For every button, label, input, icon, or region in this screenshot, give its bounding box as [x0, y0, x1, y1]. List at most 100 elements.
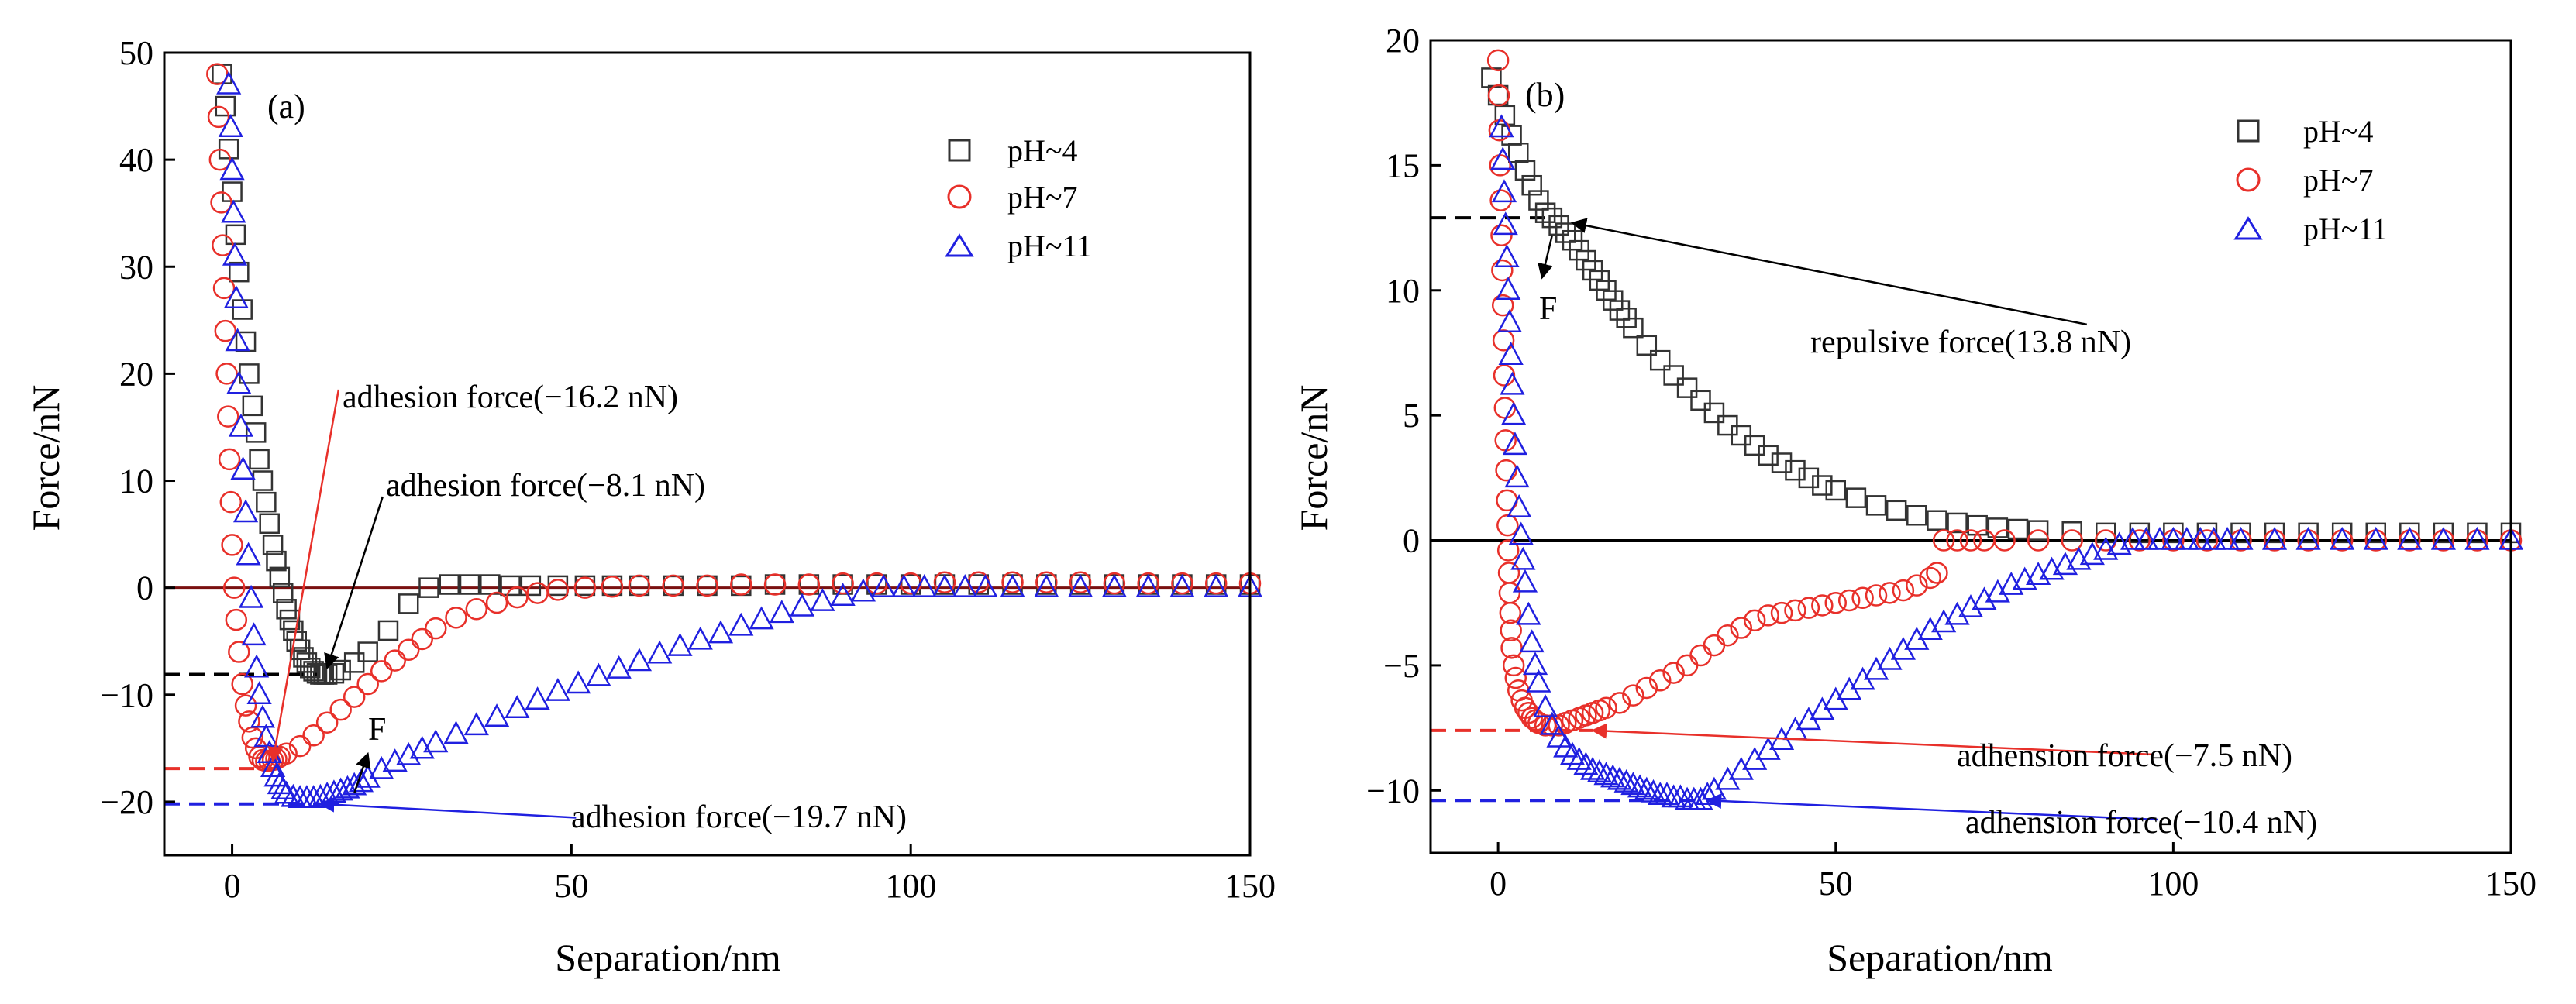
- data-point: [1533, 694, 1558, 718]
- data-point: [1634, 776, 1659, 800]
- data-point: [2230, 522, 2251, 544]
- data-point: [1068, 574, 1093, 597]
- data-point: [1689, 644, 1712, 667]
- data-point: [586, 662, 611, 686]
- data-point: [1492, 329, 1515, 352]
- y-tick-label: 20: [1386, 22, 1420, 60]
- data-point: [411, 628, 433, 651]
- annotation-arrow: [1538, 235, 1554, 280]
- data-point: [2430, 526, 2456, 550]
- data-point: [235, 331, 257, 352]
- data-point: [1717, 624, 1739, 647]
- y-axis-title: Force/nN: [1292, 385, 1335, 531]
- data-point: [2163, 522, 2184, 544]
- data-point: [1069, 571, 1092, 594]
- data-point: [216, 70, 242, 95]
- data-point: [1496, 539, 1520, 562]
- data-point: [2228, 526, 2254, 550]
- y-tick-label: 20: [119, 355, 153, 393]
- plot-area: 0 50 100 150 −10 −5 0 5 10 15 20: [1366, 22, 2536, 903]
- series-ph11: [216, 70, 1263, 809]
- data-point: [1892, 579, 1915, 602]
- data-point: [208, 148, 232, 171]
- x-tick-label: 100: [2147, 865, 2199, 903]
- data-point: [465, 598, 488, 621]
- data-point: [696, 574, 718, 597]
- data-point: [238, 710, 260, 733]
- data-point: [1508, 521, 1534, 545]
- annotation-label: adhesion force(−8.1 nN): [386, 468, 705, 504]
- data-point: [225, 608, 248, 631]
- data-point: [221, 534, 243, 556]
- data-point: [1668, 784, 1693, 808]
- data-point: [573, 576, 597, 599]
- data-point: [1539, 711, 1565, 735]
- legend-circle-icon: [947, 184, 972, 209]
- y-tick-label: 40: [119, 141, 153, 179]
- annotation-arrow: [353, 751, 371, 794]
- data-point: [1607, 766, 1633, 790]
- data-point: [1993, 529, 2016, 552]
- data-point: [397, 638, 420, 662]
- data-point: [1101, 574, 1127, 597]
- data-point: [357, 641, 378, 662]
- legend-square-icon: [948, 139, 971, 162]
- data-point: [1919, 566, 1941, 590]
- data-point: [2464, 526, 2490, 550]
- data-point: [302, 724, 325, 747]
- data-point: [1743, 609, 1766, 632]
- data-point: [763, 573, 787, 596]
- data-point: [1771, 452, 1793, 473]
- data-point: [288, 734, 312, 758]
- data-point: [222, 576, 246, 599]
- data-point: [1758, 445, 1779, 466]
- data-point: [228, 413, 254, 437]
- data-point: [222, 181, 243, 202]
- data-point: [1944, 601, 1970, 625]
- data-point: [1490, 224, 1513, 247]
- annotation-label: F: [1539, 291, 1557, 327]
- legend-circle-icon: [2236, 167, 2261, 192]
- data-point: [249, 449, 270, 470]
- data-point: [2007, 518, 2029, 540]
- data-point: [223, 285, 249, 308]
- chart-panel-b: 0 50 100 150 −10 −5 0 5 10 15 20 (b) pH~4 pH~7 pH~…: [1292, 22, 2536, 979]
- data-point: [1703, 402, 1725, 424]
- data-point: [2201, 526, 2226, 550]
- data-point: [1493, 211, 1518, 236]
- data-point: [1522, 652, 1548, 676]
- data-point: [1967, 514, 1988, 536]
- data-point: [1496, 309, 1523, 332]
- data-point: [2331, 522, 2353, 544]
- data-point: [1825, 480, 1846, 501]
- data-point: [222, 242, 248, 266]
- data-point: [1500, 371, 1525, 395]
- data-point: [1501, 125, 1522, 146]
- data-point: [1648, 669, 1672, 692]
- data-point: [1972, 586, 1997, 610]
- annotations: adhesion force(−16.2 nN) adhesion force(…: [343, 380, 907, 835]
- data-point: [506, 586, 529, 609]
- data-point: [1798, 467, 1820, 489]
- data-point: [2195, 529, 2219, 552]
- data-point: [281, 783, 306, 807]
- data-point: [342, 772, 367, 796]
- data-point: [236, 542, 261, 566]
- data-point: [443, 720, 469, 744]
- legend-item-ph7: pH~7: [2236, 163, 2374, 198]
- annotation-label: F: [368, 712, 386, 748]
- data-point: [2363, 526, 2388, 550]
- axes-frame: [1429, 39, 2512, 854]
- data-point: [2399, 522, 2420, 544]
- data-point: [1494, 429, 1517, 452]
- x-tick-label: 150: [2485, 865, 2536, 903]
- data-point: [1521, 174, 1542, 196]
- data-point: [1837, 589, 1861, 612]
- data-point: [1845, 487, 1867, 508]
- data-point: [1593, 762, 1619, 786]
- data-point: [789, 593, 815, 617]
- data-point: [1620, 772, 1646, 796]
- data-point: [1784, 599, 1806, 622]
- data-point: [2365, 522, 2386, 544]
- data-point: [708, 620, 734, 644]
